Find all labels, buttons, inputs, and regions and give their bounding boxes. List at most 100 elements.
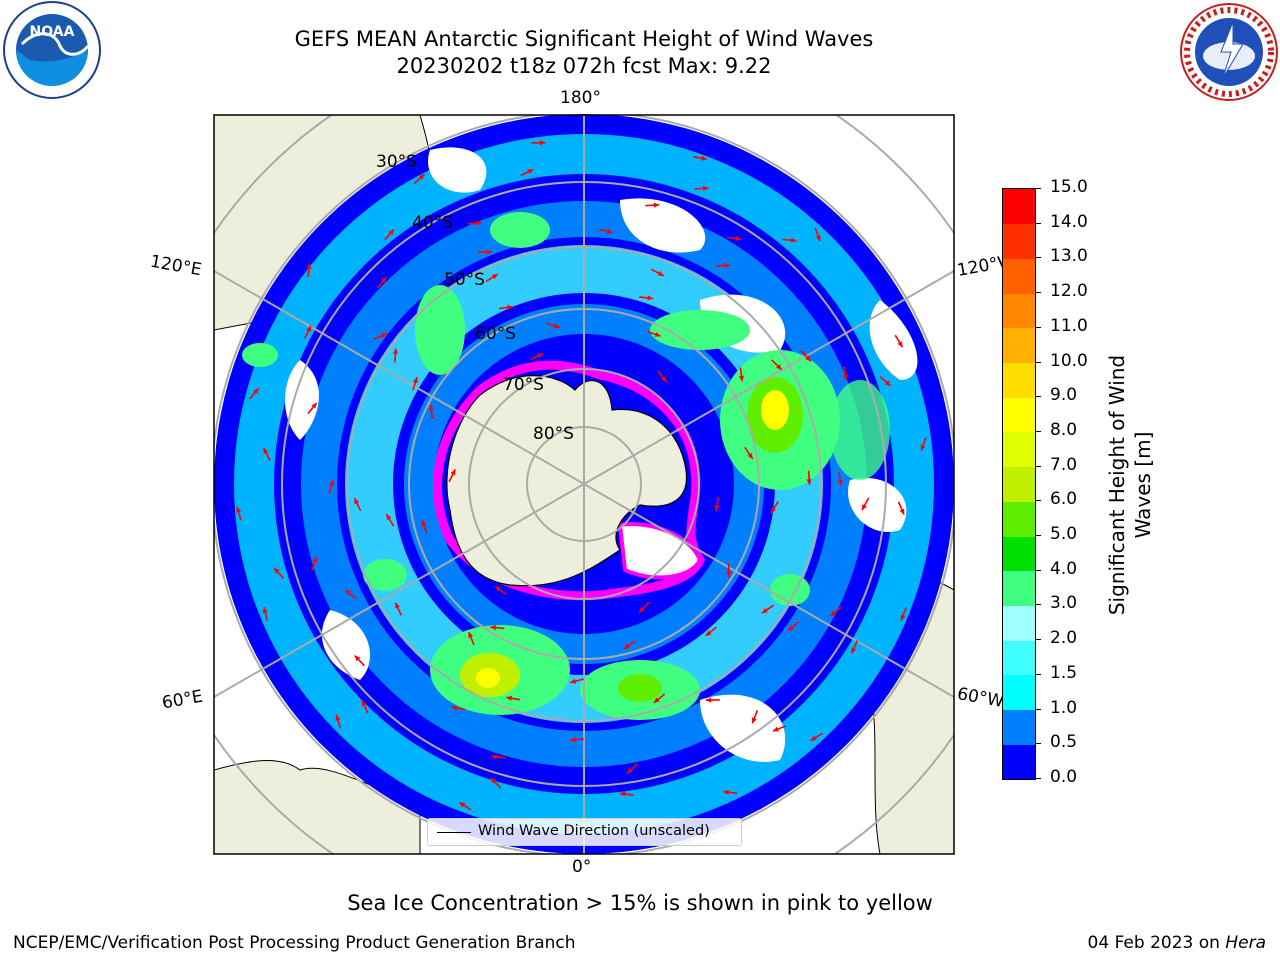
wind-arrow-icon bbox=[897, 501, 905, 515]
lat-label-80s: 80°S bbox=[533, 424, 574, 444]
wind-arrow-icon bbox=[830, 606, 842, 617]
wind-arrow-icon bbox=[850, 640, 859, 654]
wind-arrow-icon bbox=[451, 705, 466, 711]
noaa-logo: NOAA bbox=[3, 1, 101, 99]
wind-arrow-icon bbox=[800, 350, 812, 362]
colorbar-tick bbox=[1035, 188, 1041, 189]
wind-arrow-icon bbox=[307, 402, 318, 415]
sea-ice-note: Sea Ice Concentration > 15% is shown in … bbox=[347, 891, 933, 915]
wind-arrow-icon bbox=[738, 367, 745, 382]
colorbar-tick-label: 11.0 bbox=[1050, 315, 1088, 336]
wind-arrow-icon bbox=[262, 607, 269, 622]
wind-arrow-icon bbox=[385, 513, 395, 527]
wind-arrow-icon bbox=[531, 140, 546, 146]
wind-arrow-icon bbox=[570, 737, 585, 743]
lat-label-50s: 50°S bbox=[444, 270, 485, 290]
wind-arrow-icon bbox=[335, 714, 342, 729]
wind-arrow-icon bbox=[485, 273, 499, 283]
colorbar-tick bbox=[1035, 639, 1041, 641]
wind-arrow-icon bbox=[498, 304, 513, 311]
lat-label-30s: 30°S bbox=[376, 152, 417, 172]
map-frame bbox=[213, 114, 955, 855]
wind-arrow-icon bbox=[715, 262, 730, 269]
wind-arrow-icon bbox=[861, 497, 870, 511]
graticule bbox=[214, 115, 954, 854]
colorbar-segment bbox=[1003, 327, 1035, 364]
map-legend: Wind Wave Direction (unscaled) bbox=[427, 818, 742, 846]
colorbar-segment bbox=[1003, 605, 1035, 641]
wind-arrow-icon bbox=[467, 631, 475, 646]
run-host: Hera bbox=[1225, 933, 1266, 953]
colorbar-tick bbox=[1035, 292, 1041, 294]
wind-arrow-icon bbox=[787, 620, 800, 632]
colorbar-segment bbox=[1003, 223, 1035, 259]
colorbar-segment bbox=[1003, 570, 1035, 606]
noaa-logo-text: NOAA bbox=[30, 24, 75, 40]
colorbar-segment bbox=[1003, 397, 1035, 433]
map[interactable] bbox=[0, 0, 1000, 880]
wind-arrow-icon bbox=[772, 725, 787, 732]
wind-arrow-icon bbox=[645, 202, 660, 208]
wind-arrow-icon bbox=[413, 173, 426, 185]
lat-label-70s: 70°S bbox=[503, 375, 544, 395]
colorbar-tick-label: 4.0 bbox=[1050, 558, 1078, 579]
wind-arrow-icon bbox=[619, 791, 634, 797]
wind-arrow-icon bbox=[650, 268, 665, 277]
wind-arrow-icon bbox=[373, 332, 388, 340]
lon-label-0: 0° bbox=[572, 857, 592, 877]
run-date-text: 04 Feb 2023 on bbox=[1087, 933, 1220, 953]
colorbar-tick-label: 6.0 bbox=[1050, 489, 1078, 510]
wind-arrow-icon bbox=[494, 585, 507, 596]
wind-arrow-icon bbox=[623, 640, 636, 650]
wind-arrow-icon bbox=[726, 235, 742, 242]
wind-arrow-icon bbox=[467, 220, 482, 226]
colorbar-tick bbox=[1035, 430, 1041, 432]
wind-arrow-icon bbox=[782, 237, 797, 243]
wind-arrow-icon bbox=[694, 185, 709, 191]
colorbar-tick-label: 3.0 bbox=[1050, 593, 1078, 614]
wind-arrow-icon bbox=[894, 334, 904, 348]
chart-subtitle: 20230202 t18z 072h fcst Max: 9.22 bbox=[396, 54, 772, 78]
colorbar-tick bbox=[1035, 535, 1041, 537]
wind-arrow-icon bbox=[761, 604, 774, 614]
wind-arrow-icon bbox=[751, 709, 759, 724]
colorbar-tick bbox=[1035, 465, 1041, 467]
colorbar-segment bbox=[1003, 362, 1035, 398]
colorbar-tick bbox=[1035, 708, 1041, 710]
colorbar-segment bbox=[1003, 674, 1035, 711]
wind-arrow-icon bbox=[771, 359, 783, 371]
colorbar-tick-label: 0.0 bbox=[1050, 767, 1078, 787]
colorbar-tick bbox=[1035, 500, 1041, 502]
wind-arrow-icon bbox=[639, 295, 654, 301]
wind-arrow-icon bbox=[810, 732, 823, 742]
colorbar-tick bbox=[1035, 361, 1041, 363]
colorbar-segment bbox=[1003, 501, 1035, 537]
wind-arrow-icon bbox=[714, 497, 720, 512]
colorbar-segment bbox=[1003, 431, 1035, 468]
chart-title: GEFS MEAN Antarctic Significant Height o… bbox=[294, 27, 874, 51]
colorbar-tick-label: 12.0 bbox=[1050, 281, 1088, 302]
wind-arrow-icon bbox=[879, 375, 892, 387]
wind-arrow-icon bbox=[744, 446, 754, 460]
sea-ice-weddell bbox=[617, 522, 703, 580]
colorbar-segment bbox=[1003, 293, 1035, 329]
colorbar-tick bbox=[1035, 743, 1041, 745]
colorbar-tick-label: 7.0 bbox=[1050, 454, 1078, 475]
wind-arrow-icon bbox=[490, 625, 505, 631]
wind-arrow-icon bbox=[657, 370, 668, 383]
colorbar-segment bbox=[1003, 709, 1035, 745]
wind-arrow-icon bbox=[303, 325, 312, 339]
wind-arrow-icon bbox=[626, 763, 638, 775]
antarctica bbox=[446, 375, 688, 587]
wind-arrow-icon bbox=[412, 376, 418, 391]
wind-arrow-icon bbox=[806, 470, 812, 485]
wind-arrow-icon bbox=[705, 697, 720, 703]
wind-arrow-icon bbox=[328, 479, 335, 494]
colorbar-segment bbox=[1003, 744, 1035, 780]
wind-arrow-icon bbox=[506, 695, 521, 701]
colorbar-tick-label: 1.5 bbox=[1050, 662, 1078, 683]
colorbar-tick-label: 5.0 bbox=[1050, 524, 1078, 545]
colorbar-segment bbox=[1003, 466, 1035, 502]
colorbar-tick bbox=[1035, 569, 1041, 571]
colorbar-segment bbox=[1003, 536, 1035, 572]
